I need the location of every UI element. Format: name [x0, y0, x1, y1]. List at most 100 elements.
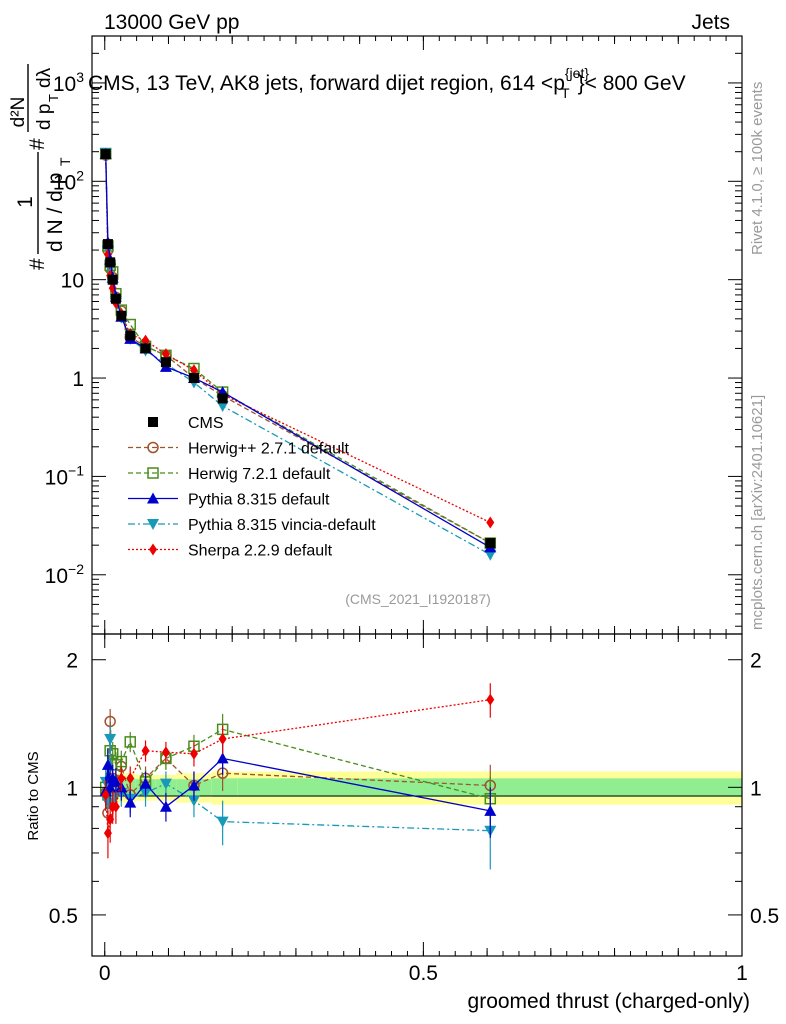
- series-line-2: [105, 153, 491, 544]
- main-y-tick-label: 1: [72, 368, 84, 391]
- header-left: 13000 GeV pp: [104, 11, 239, 34]
- ratio-point-3: [187, 779, 200, 791]
- ratio-point-5: [101, 788, 110, 801]
- ratio-uncertainty-bands: [104, 771, 742, 805]
- ylabel-den: d N / d p: [44, 173, 67, 252]
- ratio-point-5: [117, 772, 126, 785]
- ylabel-dl: dλ: [34, 67, 55, 88]
- ratio-line-5: [105, 699, 491, 834]
- ratio-point-5: [111, 800, 120, 813]
- series-0-point: [102, 239, 113, 250]
- ratio-point-3: [124, 796, 137, 808]
- mcplots-label: mcplots.cern.ch [arXiv:2401.10621]: [749, 395, 766, 630]
- header-right: Jets: [691, 11, 730, 34]
- series-0-point: [188, 373, 199, 384]
- ratio-y-tick-label-right: 2: [750, 650, 762, 673]
- ratio-point-3: [139, 777, 152, 789]
- series-line-1: [105, 154, 491, 544]
- legend-marker-1: [147, 441, 159, 454]
- legend-marker-5: [149, 543, 157, 556]
- ratio-point-4: [159, 778, 172, 790]
- main-y-tick-label: 10: [61, 270, 84, 293]
- ratio-y-tick-label: 0.5: [49, 905, 78, 928]
- series-0-point: [107, 274, 118, 285]
- series-4-point: [216, 400, 229, 412]
- main-y-axis-label: # 1 d N / d p T # d²N d p T dλ: [8, 64, 73, 270]
- ratio-point-4: [104, 734, 117, 746]
- ratio-point-3: [159, 800, 172, 812]
- legend-label: Herwig++ 2.7.1 default: [188, 441, 350, 458]
- ylabel-dn: d²N: [8, 97, 29, 128]
- ratio-y-tick-label: 2: [66, 650, 78, 673]
- ratio-point-5: [161, 746, 170, 759]
- main-y-tick-label: 102: [53, 167, 84, 194]
- ratio-point-3: [101, 758, 114, 770]
- ratio-y-tick-label-right: 1: [750, 777, 762, 800]
- series-0-point: [125, 330, 136, 341]
- ylabel-hash2: #: [26, 138, 49, 150]
- x-tick-label: 0: [99, 962, 111, 985]
- ratio-plot-frame: [91, 633, 743, 957]
- x-tick-label: 0.5: [409, 962, 438, 985]
- ratio-y-axis-label: Ratio to CMS: [25, 751, 42, 840]
- ratio-y-tick-label-right: 0.5: [750, 905, 779, 928]
- legend-label: Pythia 8.315 default: [188, 492, 330, 509]
- legend: CMS Herwig++ 2.7.1 default Herwig 7.2.1 de…: [128, 415, 376, 560]
- series-5-point: [486, 516, 495, 529]
- series-0-point: [217, 393, 228, 404]
- axis-tick-labels: 10−2 10−1 1 10 102 103 0.5 0.5 1 1 2 2 0 0.5 1: [45, 69, 780, 985]
- legend-label: CMS: [188, 415, 224, 432]
- ylabel-hash1: #: [26, 258, 49, 270]
- main-y-tick-label: 10−2: [45, 561, 85, 588]
- ratio-point-4: [187, 795, 200, 807]
- series-0-point: [110, 293, 121, 304]
- series-0-point: [485, 538, 496, 549]
- main-y-tick-label: 103: [53, 69, 84, 96]
- plot-title-sup: {jet}: [565, 65, 589, 81]
- main-y-tick-label: 10−1: [45, 462, 85, 489]
- ratio-point-5: [218, 733, 227, 746]
- legend-marker-0: [148, 417, 158, 427]
- ratio-point-3: [484, 804, 497, 816]
- ylabel-den-sub: T: [57, 157, 73, 166]
- ylabel-dp: d p: [34, 104, 55, 130]
- ratio-point-5: [486, 693, 495, 706]
- legend-label: Sherpa 2.2.9 default: [188, 543, 333, 560]
- series-0-point: [105, 257, 116, 268]
- legend-marker-2: [147, 467, 159, 479]
- ratio-point-3: [109, 775, 122, 787]
- legend-marker-4: [147, 519, 159, 530]
- legend-label: Pythia 8.315 vincia-default: [188, 517, 376, 534]
- x-tick-label: 1: [736, 962, 748, 985]
- rivet-label: Rivet 4.1.0, ≥ 100k events: [749, 82, 766, 255]
- series-0-point: [100, 148, 111, 159]
- ratio-series-group: [99, 683, 497, 870]
- ratio-point-5: [141, 744, 150, 757]
- series-0-point: [160, 357, 171, 368]
- plot-title: CMS, 13 TeV, AK8 jets, forward dijet reg…: [88, 65, 686, 101]
- ylabel-one: 1: [14, 196, 37, 208]
- ratio-y-tick-label: 1: [66, 777, 78, 800]
- analysis-id: (CMS_2021_I1920187): [345, 591, 491, 607]
- main-series-group: [99, 147, 497, 561]
- ratio-point-5: [126, 772, 135, 785]
- ratio-band-inner: [211, 778, 238, 797]
- series-0-point: [116, 310, 127, 321]
- series-line-4: [105, 152, 491, 556]
- x-axis-label: groomed thrust (charged-only): [468, 990, 750, 1013]
- ratio-band-inner: [237, 778, 742, 797]
- legend-marker-3: [147, 492, 159, 504]
- ratio-point-5: [189, 747, 198, 760]
- axis-ticks: [92, 35, 743, 957]
- plot-title-sub: T: [561, 85, 570, 101]
- plot-title-suffix: }< 800 GeV: [578, 72, 686, 95]
- plot-title-prefix: CMS, 13 TeV, AK8 jets, forward dijet reg…: [88, 72, 565, 95]
- legend-label: Herwig 7.2.1 default: [188, 466, 331, 483]
- series-0-point: [140, 343, 151, 354]
- ratio-point-2: [124, 736, 136, 748]
- ylabel-dp-sub: T: [46, 94, 61, 102]
- ratio-point-4: [216, 816, 229, 828]
- series-4-point: [484, 549, 497, 561]
- series-5-point: [161, 348, 170, 361]
